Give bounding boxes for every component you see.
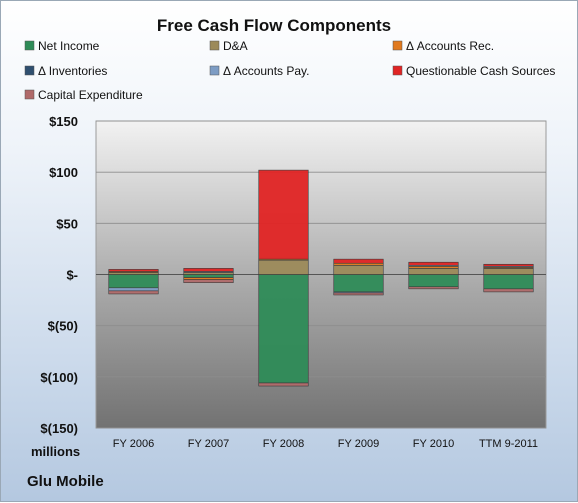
legend-swatch-questionable-cash-sources bbox=[392, 65, 403, 76]
chart-title: Free Cash Flow Components bbox=[157, 16, 391, 35]
y-tick-label: $(50) bbox=[48, 319, 78, 334]
y-tick-label: $150 bbox=[49, 114, 78, 129]
bar-segment-questionable-cash-sources bbox=[408, 261, 459, 266]
bar-segment-capital-expenditure bbox=[183, 279, 234, 283]
bar-segment-questionable-cash-sources bbox=[108, 269, 159, 272]
x-tick-label: FY 2006 bbox=[113, 438, 154, 450]
bar-segment-questionable-cash-sources bbox=[258, 169, 309, 260]
bar-segment-net-income bbox=[333, 274, 384, 293]
y-axis: $150 $100 $50 $- $(50) $(100) $(150) bbox=[40, 114, 78, 436]
x-tick-label: TTM 9-2011 bbox=[479, 438, 538, 450]
y-tick-label: $50 bbox=[56, 216, 78, 231]
bar-segment-capital-expenditure bbox=[483, 288, 534, 293]
bar-segment-accounts-rec bbox=[333, 262, 384, 266]
legend-label-accounts-pay: Δ Accounts Pay. bbox=[223, 64, 310, 78]
bars bbox=[108, 169, 534, 387]
bar-segment-capital-expenditure bbox=[108, 290, 159, 295]
bar-segment-d-a bbox=[108, 272, 159, 275]
bar-segment-net-income bbox=[408, 274, 459, 288]
legend-swatch-accounts-pay bbox=[209, 65, 220, 76]
legend-label-questionable-cash-sources: Questionable Cash Sources bbox=[406, 64, 555, 78]
x-axis: FY 2006 FY 2007 FY 2008 FY 2009 FY 2010 TTM 9… bbox=[113, 438, 538, 450]
bar-segment-d-a bbox=[483, 268, 534, 275]
company-name: Glu Mobile bbox=[27, 473, 104, 490]
bar-segment-capital-expenditure bbox=[333, 292, 384, 296]
bar-segment-net-income bbox=[108, 274, 159, 289]
bar-segment-capital-expenditure bbox=[258, 382, 309, 387]
bar-segment-net-income bbox=[183, 274, 234, 278]
legend: Net Income D&A Δ Accounts Rec. Δ Inventorie… bbox=[24, 39, 555, 102]
gridlines bbox=[96, 120, 546, 429]
legend-swatch-inventories bbox=[24, 65, 35, 76]
y-tick-label: $100 bbox=[49, 165, 78, 180]
bar-segment-accounts-rec bbox=[183, 277, 234, 280]
legend-label-d-a: D&A bbox=[223, 39, 248, 53]
bar-segment-accounts-pay bbox=[108, 287, 159, 292]
x-tick-label: FY 2007 bbox=[188, 438, 229, 450]
x-tick-label: FY 2010 bbox=[413, 438, 454, 450]
bar-segment-d-a bbox=[258, 259, 309, 275]
bar-segment-d-a bbox=[408, 268, 459, 275]
bar-segment-net-income bbox=[483, 274, 534, 290]
bar-segment-d-a bbox=[183, 272, 234, 275]
bar-segment-net-income bbox=[258, 274, 309, 384]
y-tick-label: $(150) bbox=[40, 421, 78, 436]
y-tick-label: $- bbox=[66, 268, 78, 283]
bar-segment-capital-expenditure bbox=[408, 286, 459, 290]
x-tick-label: FY 2009 bbox=[338, 438, 379, 450]
legend-label-capital-expenditure: Capital Expenditure bbox=[38, 88, 143, 102]
legend-swatch-accounts-rec bbox=[392, 40, 403, 51]
bar-segment-accounts-rec bbox=[408, 266, 459, 269]
legend-label-net-income: Net Income bbox=[38, 39, 100, 53]
legend-label-inventories: Δ Inventories bbox=[38, 64, 107, 78]
legend-swatch-net-income bbox=[24, 40, 35, 51]
bar-segment-questionable-cash-sources bbox=[183, 268, 234, 272]
bar-segment-questionable-cash-sources bbox=[483, 263, 534, 267]
legend-label-accounts-rec: Δ Accounts Rec. bbox=[406, 39, 494, 53]
y-tick-label: $(100) bbox=[40, 370, 78, 385]
bar-segment-questionable-cash-sources bbox=[333, 258, 384, 264]
unit-label: millions bbox=[31, 444, 80, 459]
x-tick-label: FY 2008 bbox=[263, 438, 304, 450]
legend-swatch-capital-expenditure bbox=[24, 89, 35, 100]
bar-segment-d-a bbox=[333, 264, 384, 275]
legend-swatch-d-a bbox=[209, 40, 220, 51]
